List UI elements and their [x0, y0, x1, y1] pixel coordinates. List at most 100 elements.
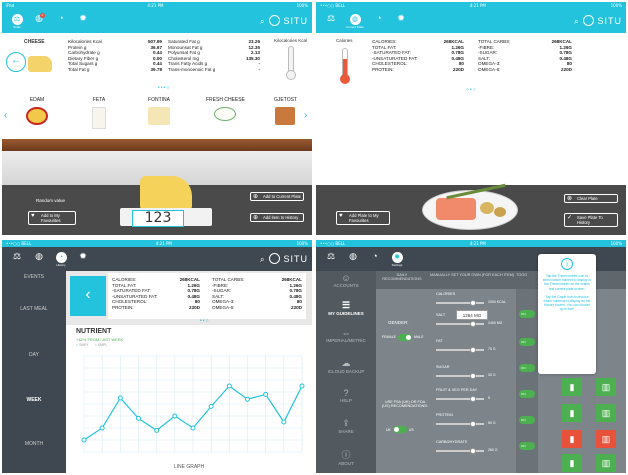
settings-tab[interactable]: ✹ — [74, 250, 92, 268]
history-sidebar-last-meal[interactable]: LAST MEAL — [20, 306, 48, 312]
shelf-left-chevron-icon[interactable]: ‹ — [4, 110, 8, 121]
back-button[interactable]: ← — [6, 52, 26, 72]
save-plate-button[interactable]: ✓ Save Plate To History — [564, 213, 618, 227]
thermometer-select-icon[interactable]: ▮ — [562, 430, 582, 448]
cheese-item-feta[interactable]: FETA — [92, 97, 106, 129]
slider-track[interactable] — [436, 395, 484, 402]
nutrition-row: -FIBRE: 1.26G — [212, 282, 302, 288]
nutrition-row: PROTEIN: 220D — [112, 304, 200, 310]
data-point[interactable] — [136, 415, 141, 421]
guideline-toggle[interactable]: ON — [519, 390, 535, 398]
slider-handle[interactable] — [470, 447, 476, 454]
help-popover: i Tap the Thermometer icon to select whi… — [538, 254, 596, 374]
scale-tab[interactable]: ⚖ — [8, 250, 26, 268]
clear-plate-button[interactable]: ⊗ Clear Plate — [564, 194, 618, 203]
current-plate-tab[interactable]: ◍ Current Plate — [346, 14, 364, 29]
guideline-toggle[interactable]: ON — [519, 416, 535, 424]
history-tab[interactable]: ◔ History — [55, 252, 67, 267]
slider-handle[interactable] — [470, 299, 476, 306]
cheese-item-fresh-cheese[interactable]: FRESH CHEESE — [206, 97, 245, 121]
slider-track[interactable] — [436, 447, 484, 454]
add-to-history-button[interactable]: ⊕ Add item to History — [250, 213, 304, 222]
settings-item-icloud[interactable]: ☁ ICLOUD BACKUP — [316, 358, 376, 374]
fsa-switch[interactable] — [392, 426, 407, 433]
slider-track[interactable] — [436, 320, 484, 327]
add-plate-to-favourites-button[interactable]: ♥ Add Plate to My Favourites — [336, 211, 390, 225]
scale-tab[interactable]: ⚖ Scale — [8, 12, 26, 30]
history-tab[interactable]: ◔ — [52, 12, 70, 30]
guideline-toggle[interactable]: ON — [519, 364, 535, 372]
add-to-favourites-button[interactable]: ♥ Add to My Favourites — [28, 211, 76, 225]
data-point[interactable] — [117, 395, 123, 401]
thermometer-select-icon[interactable]: ▮ — [562, 454, 582, 472]
slider-handle[interactable] — [470, 320, 476, 327]
settings-item-help[interactable]: ? HELP — [316, 388, 376, 403]
slider-track[interactable] — [436, 299, 484, 306]
line-chart — [81, 355, 305, 453]
graph-select-icon[interactable]: ▥ — [596, 454, 616, 472]
graph-select-icon[interactable]: ▥ — [596, 378, 616, 396]
shelf-right-chevron-icon[interactable]: › — [304, 110, 308, 121]
settings-item-share[interactable]: ⇪ SHARE — [316, 418, 376, 434]
slider-handle[interactable] — [470, 346, 476, 353]
slider-handle[interactable] — [470, 372, 476, 379]
plate-icon: ◍ — [349, 251, 357, 261]
data-point[interactable] — [99, 425, 105, 431]
history-sidebar-week[interactable]: WEEK — [26, 397, 42, 403]
data-point[interactable] — [208, 403, 214, 409]
slider-track[interactable] — [436, 420, 484, 427]
history-sidebar-events[interactable]: EVENTS — [23, 274, 44, 280]
guideline-toggle[interactable]: ON — [519, 310, 535, 318]
data-point[interactable] — [263, 391, 269, 397]
history-tab[interactable]: ◔ — [366, 250, 384, 268]
add-to-current-plate-button[interactable]: ⊕ Add to Current Plate — [250, 192, 304, 201]
settings-item-my-guidelines[interactable]: ☰ MY GUIDELINES — [316, 300, 376, 316]
guideline-toggle[interactable]: ON — [519, 338, 535, 346]
gender-switch[interactable] — [398, 333, 413, 341]
settings-tab[interactable]: ✹ — [74, 12, 92, 30]
guideline-toggle[interactable]: ON — [519, 442, 535, 450]
salt-value-popup: 1264 MG — [456, 310, 488, 320]
history-sidebar-day[interactable]: DAY — [29, 352, 39, 358]
thermometer-select-icon[interactable]: ▮ — [562, 404, 582, 422]
data-point[interactable] — [226, 383, 232, 389]
nutrition-row: -SUGAR: 0.78G — [478, 50, 572, 56]
settings-item-accounts[interactable]: ☺ ACCOUNTS — [316, 273, 376, 288]
thermometer-select-icon[interactable]: ▮ — [562, 378, 582, 396]
data-point[interactable] — [281, 419, 287, 425]
data-point[interactable] — [299, 383, 305, 389]
cheese-item-gjetost[interactable]: GJETOST — [274, 97, 297, 125]
slider-track[interactable] — [436, 372, 484, 379]
cheese-item-edam[interactable]: EDAM — [26, 97, 48, 125]
graph-select-icon[interactable]: ▥ — [596, 404, 616, 422]
gender-toggle[interactable]: FEMALE MALE — [382, 333, 424, 341]
current-plate-screen: •••○○ BELL 4:21 PM 100% ⚖ ◍ Current Plate ◔… — [316, 2, 626, 235]
graph-select-icon[interactable]: ▥ — [596, 430, 616, 448]
search-icon[interactable]: ⌕ — [260, 255, 265, 264]
scale-tab[interactable]: ⚖ — [322, 250, 340, 268]
data-point[interactable] — [190, 425, 196, 431]
slider-handle[interactable] — [470, 420, 476, 427]
current-plate-tab[interactable]: ◍ 0 — [30, 12, 48, 30]
data-point[interactable] — [172, 413, 178, 419]
settings-tab[interactable]: ✹ — [392, 12, 410, 30]
search-icon[interactable]: ⌕ — [260, 17, 265, 26]
history-back-button[interactable]: ‹ — [70, 276, 106, 316]
search-icon[interactable]: ⌕ — [574, 17, 579, 26]
settings-item-imperial-metric[interactable]: ⇔ IMPERIAL/METRIC — [316, 328, 376, 343]
history-sidebar-month[interactable]: MONTH — [24, 441, 44, 447]
current-plate-tab[interactable]: ◍ — [30, 250, 48, 268]
current-plate-tab[interactable]: ◍ — [344, 250, 362, 268]
data-point[interactable] — [81, 437, 87, 443]
slider-track[interactable] — [436, 346, 484, 353]
scale-tab[interactable]: ⚖ — [322, 12, 340, 30]
data-point[interactable] — [154, 427, 160, 433]
fsa-toggle[interactable]: UK US — [386, 426, 414, 433]
settings-item-about[interactable]: ⓘ ABOUT — [316, 448, 376, 466]
data-point[interactable] — [245, 396, 250, 402]
nutrition-row: TOTAL FAT: 1.26G — [372, 44, 464, 50]
cheese-item-fontina[interactable]: FONTINA — [148, 97, 170, 125]
slider-handle[interactable] — [470, 395, 476, 402]
settings-tab[interactable]: ✹ Settings — [391, 252, 403, 267]
history-tab[interactable]: ◔ — [370, 12, 388, 30]
